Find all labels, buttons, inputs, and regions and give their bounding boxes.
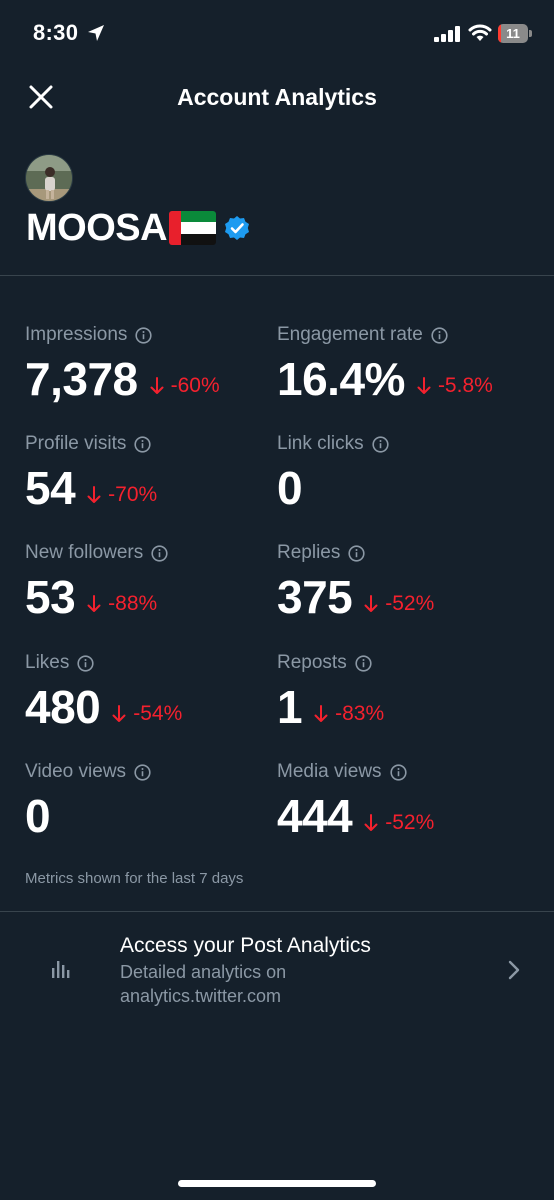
- metric-change: -83%: [314, 702, 384, 726]
- wifi-icon: [468, 24, 492, 41]
- info-icon[interactable]: [134, 435, 151, 453]
- uae-flag: [169, 211, 217, 245]
- metric-value: 54: [25, 462, 76, 514]
- status-bar: 8:30 11: [0, 0, 554, 66]
- metric-value: 7,378: [25, 353, 138, 405]
- post-analytics-link[interactable]: Access your Post Analytics Detailed anal…: [0, 912, 554, 1032]
- metric-change-value: -83%: [335, 702, 385, 725]
- avatar[interactable]: [25, 154, 73, 202]
- metric-label: New followers: [25, 542, 144, 563]
- down-arrow-icon: [364, 595, 378, 612]
- metric-engagement-rate: Engagement rate 16.4% -5.8%: [277, 323, 537, 405]
- metric-change: -88%: [87, 592, 157, 616]
- metric-link-clicks: Link clicks 0: [277, 432, 537, 514]
- metric-replies: Replies 375 -52%: [277, 541, 537, 623]
- metric-change: -70%: [87, 483, 157, 507]
- down-arrow-icon: [364, 814, 378, 831]
- status-time: 8:30: [33, 20, 79, 45]
- verified-badge-icon: [225, 216, 250, 240]
- metric-label: Profile visits: [25, 433, 127, 454]
- metric-change-value: -52%: [385, 811, 435, 834]
- metric-media-views: Media views 444 -52%: [277, 760, 537, 842]
- metric-value: 444: [277, 790, 353, 842]
- battery-level: 11: [506, 26, 520, 41]
- metric-value: 1: [277, 681, 303, 733]
- metric-impressions: Impressions 7,378 -60%: [25, 323, 285, 405]
- bar-chart-icon: [52, 961, 70, 978]
- metric-value: 53: [25, 571, 76, 623]
- metric-value: 375: [277, 571, 353, 623]
- page-title: Account Analytics: [177, 84, 377, 110]
- metric-new-followers: New followers 53 -88%: [25, 541, 285, 623]
- metric-change: -52%: [364, 592, 434, 616]
- home-indicator[interactable]: [178, 1180, 376, 1187]
- down-arrow-icon: [150, 377, 164, 394]
- battery-body: 11: [498, 24, 528, 43]
- post-analytics-url: analytics.twitter.com: [120, 986, 282, 1006]
- metric-change-value: -5.8%: [437, 374, 493, 397]
- metric-label: Impressions: [25, 324, 128, 345]
- info-icon[interactable]: [389, 763, 407, 781]
- battery-fill: [498, 24, 502, 43]
- down-arrow-icon: [87, 595, 101, 612]
- metrics-footnote: Metrics shown for the last 7 days: [25, 870, 244, 887]
- profile-name: MOOSA: [26, 206, 168, 249]
- info-icon[interactable]: [348, 544, 365, 562]
- metric-change-value: -52%: [385, 592, 435, 615]
- info-icon[interactable]: [371, 435, 389, 453]
- metric-label: Link clicks: [277, 433, 364, 454]
- metric-label: Media views: [277, 761, 382, 782]
- info-icon[interactable]: [355, 654, 372, 672]
- metric-change-value: -54%: [133, 702, 183, 725]
- signal-icon: [434, 26, 460, 42]
- metric-label: Engagement rate: [277, 324, 423, 345]
- post-analytics-subtitle: Detailed analytics on: [120, 962, 287, 982]
- info-icon[interactable]: [151, 544, 168, 562]
- down-arrow-icon: [314, 705, 328, 722]
- metric-change: -5.8%: [417, 374, 493, 398]
- metric-value: 0: [25, 790, 51, 842]
- metric-change-value: -70%: [108, 483, 158, 506]
- metric-value: 480: [25, 681, 101, 733]
- metric-label: Video views: [25, 761, 127, 782]
- divider: [0, 911, 554, 912]
- down-arrow-icon: [112, 705, 126, 722]
- metric-change-value: -88%: [108, 592, 158, 615]
- metric-label: Replies: [277, 542, 341, 563]
- profile-name-row: MOOSA: [26, 204, 250, 252]
- metric-change: -54%: [112, 702, 182, 726]
- metric-change: -60%: [150, 374, 220, 398]
- metric-label: Reposts: [277, 652, 347, 673]
- metric-change: -52%: [364, 811, 434, 835]
- down-arrow-icon: [87, 486, 101, 503]
- info-icon[interactable]: [135, 326, 153, 344]
- battery-cap: [529, 30, 532, 37]
- divider: [0, 275, 554, 276]
- info-icon[interactable]: [77, 654, 94, 672]
- avatar-image: [26, 155, 72, 201]
- metric-label: Likes: [25, 652, 70, 673]
- location-arrow-icon: [88, 25, 104, 41]
- info-icon[interactable]: [431, 326, 448, 344]
- info-icon[interactable]: [134, 763, 151, 781]
- metric-video-views: Video views 0: [25, 760, 285, 842]
- chevron-right-icon: [508, 960, 520, 980]
- metric-likes: Likes 480 -54%: [25, 651, 285, 733]
- battery-icon: 11: [498, 24, 532, 43]
- metric-reposts: Reposts 1 -83%: [277, 651, 537, 733]
- metric-value: 0: [277, 462, 303, 514]
- post-analytics-title: Access your Post Analytics: [120, 934, 371, 957]
- metric-value: 16.4%: [277, 353, 405, 405]
- metric-change-value: -60%: [170, 374, 220, 397]
- metric-profile-visits: Profile visits 54 -70%: [25, 432, 285, 514]
- down-arrow-icon: [417, 377, 431, 394]
- close-icon[interactable]: [26, 82, 56, 112]
